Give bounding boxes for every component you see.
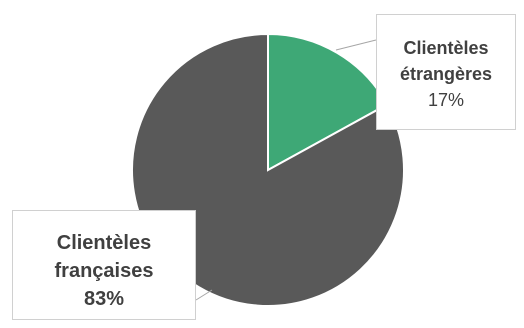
leader-line-francaises bbox=[195, 289, 213, 301]
leader-line-etrangeres bbox=[335, 39, 377, 51]
data-label-francaises: Clientèles françaises 83% bbox=[12, 210, 196, 320]
label-francaises-line2: françaises bbox=[54, 260, 154, 282]
label-francaises-line1: Clientèles bbox=[56, 232, 152, 254]
pie-slice-francaises bbox=[131, 32, 405, 307]
pie-slices bbox=[131, 32, 405, 307]
label-etrangeres-line2: étrangères bbox=[399, 64, 493, 84]
data-label-etrangeres: Clientèles étrangères 17% bbox=[376, 14, 516, 130]
label-francaises-percent: 83% bbox=[83, 288, 125, 310]
label-etrangeres-line1: Clientèles bbox=[403, 38, 489, 58]
label-etrangeres-percent: 17% bbox=[427, 90, 465, 110]
